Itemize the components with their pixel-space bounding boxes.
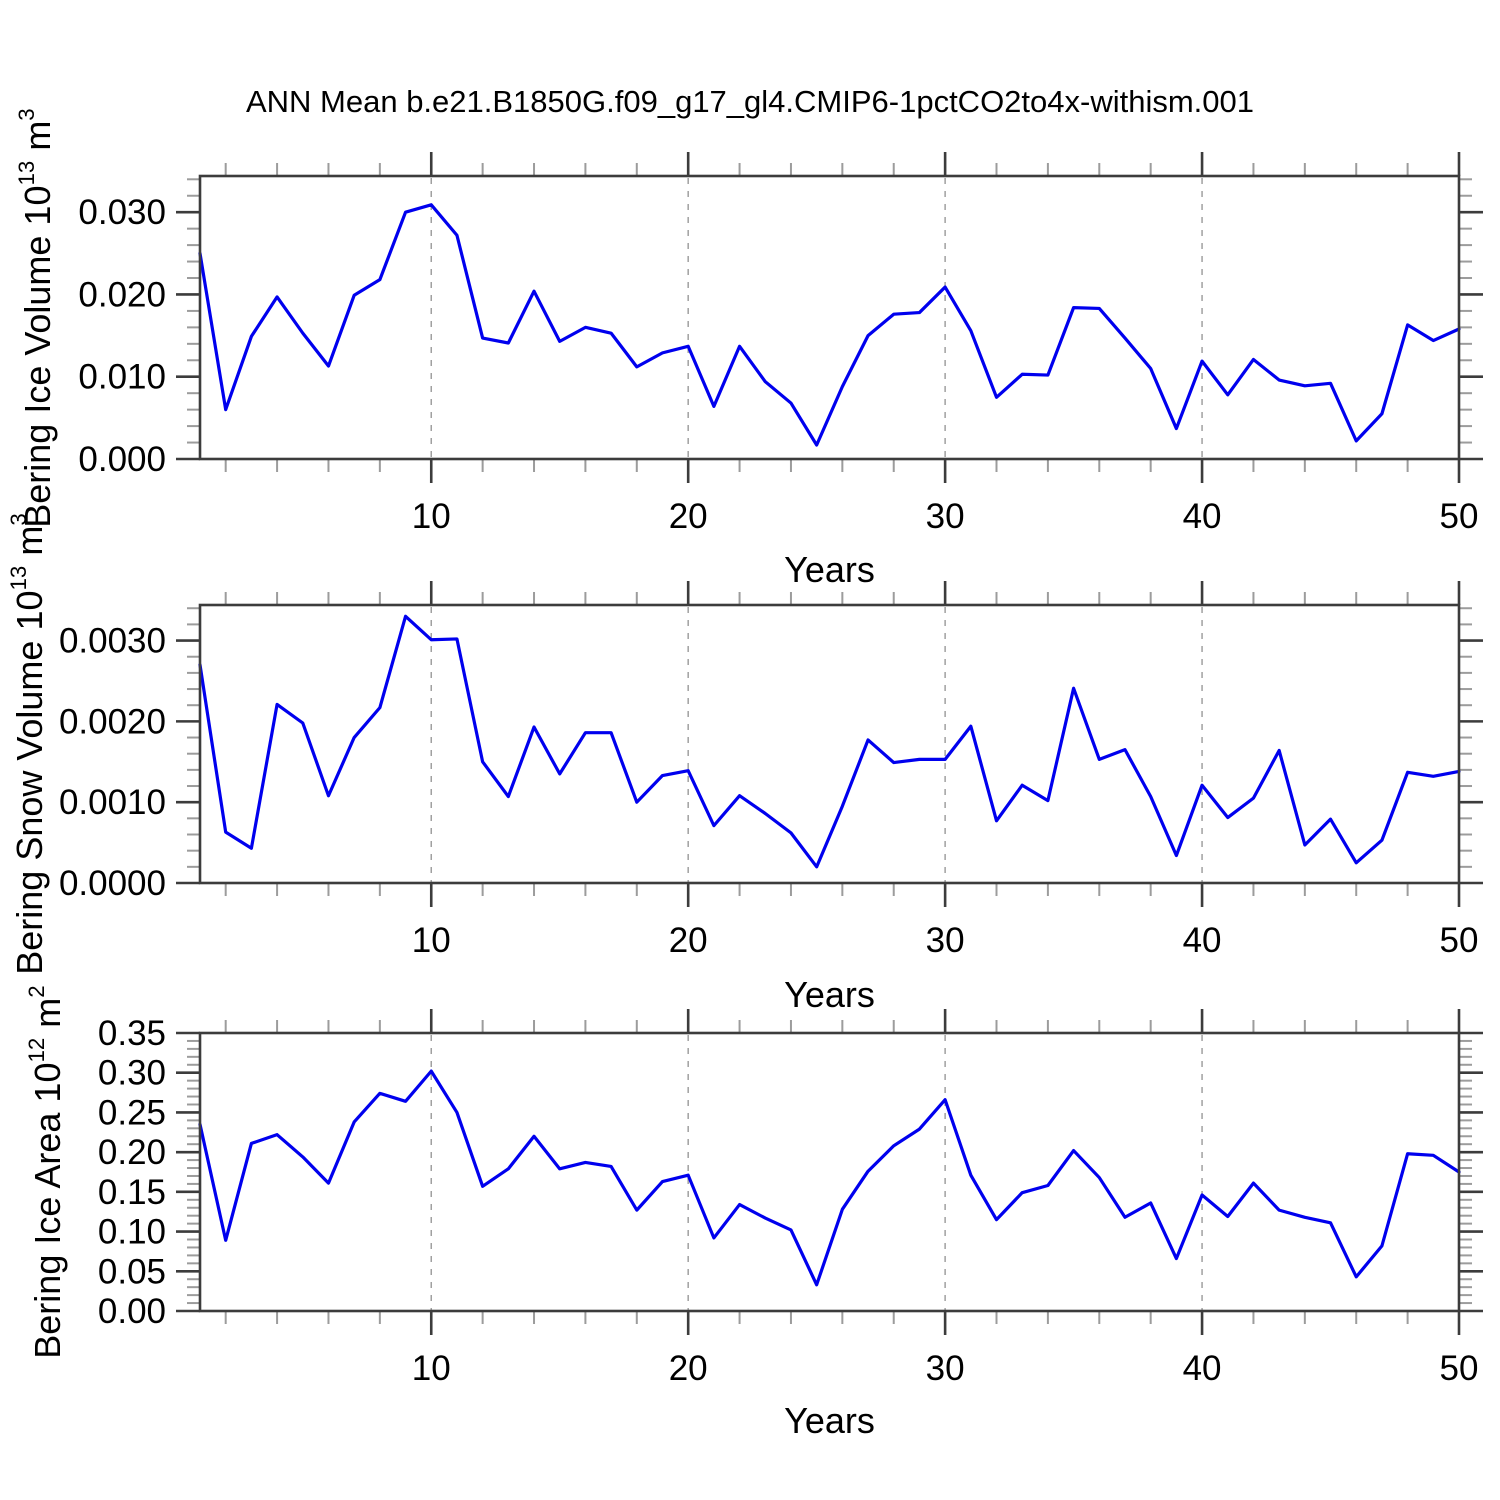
y-tick-label: 0.0030 — [59, 622, 166, 661]
y-axis-label-ice-area: Bering Ice Area 1012 m2 — [23, 985, 69, 1359]
y-tick-label: 0.30 — [98, 1054, 166, 1093]
x-tick-label: 50 — [1440, 1349, 1479, 1388]
y-tick-label: 0.020 — [78, 275, 166, 314]
chart-title: ANN Mean b.e21.B1850G.f09_g17_gl4.CMIP6-… — [245, 84, 1255, 119]
plot-frame — [198, 603, 1461, 885]
x-tick-label: 10 — [412, 1349, 451, 1388]
y-axis-label-unit-exponent: 2 — [23, 985, 49, 998]
y-tick-label: 0.05 — [98, 1252, 166, 1291]
y-tick-label: 0.15 — [98, 1173, 166, 1212]
y-axis-label-exponent: 12 — [23, 1037, 49, 1063]
data-line-bering-ice-area — [198, 1069, 1461, 1287]
x-axis-label-years-panel3: Years — [784, 1400, 875, 1441]
x-tick-label: 30 — [926, 921, 965, 960]
y-axis-label-unit-exponent: 3 — [13, 108, 39, 121]
y-tick-label: 0.25 — [98, 1093, 166, 1132]
x-tick-label: 30 — [926, 497, 965, 536]
x-tick-label: 50 — [1440, 921, 1479, 960]
y-tick-label: 0.00 — [98, 1292, 166, 1331]
x-tick-label: 40 — [1183, 921, 1222, 960]
y-tick-label: 0.35 — [98, 1014, 166, 1053]
y-axis-label-ice-volume: Bering Ice Volume 1013 m3 — [13, 108, 59, 528]
y-axis-label-snow-volume: Bering Snow Volume 1013 m3 — [5, 513, 51, 975]
y-axis-label-exponent: 13 — [13, 160, 39, 186]
x-tick-label: 50 — [1440, 497, 1479, 536]
x-tick-label: 20 — [669, 921, 708, 960]
x-tick-label: 20 — [669, 1349, 708, 1388]
y-axis-label-text: Bering Snow Volume 10 — [9, 590, 50, 975]
y-tick-label: 0.0000 — [59, 864, 166, 903]
y-tick-label: 0.030 — [78, 193, 166, 232]
x-tick-label: 40 — [1183, 1349, 1222, 1388]
plot-frame — [198, 1031, 1461, 1313]
y-tick-label: 0.000 — [78, 440, 166, 479]
data-line-bering-snow-volume — [198, 614, 1461, 869]
y-axis-label-unit: m — [9, 525, 50, 566]
x-axis-label-years-panel1: Years — [784, 549, 875, 590]
y-tick-label: 0.010 — [78, 358, 166, 397]
x-tick-label: 40 — [1183, 497, 1222, 536]
x-tick-label: 20 — [669, 497, 708, 536]
y-axis-label-exponent: 13 — [5, 565, 31, 591]
y-tick-label: 0.0020 — [59, 702, 166, 741]
y-axis-label-text: Bering Ice Volume 10 — [17, 185, 58, 528]
x-tick-label: 30 — [926, 1349, 965, 1388]
y-tick-label: 0.10 — [98, 1213, 166, 1252]
y-tick-label: 0.20 — [98, 1133, 166, 1172]
y-axis-label-unit: m — [17, 120, 58, 161]
plot-frame — [198, 174, 1461, 461]
data-line-bering-ice-volume — [198, 203, 1461, 447]
y-axis-label-unit: m — [27, 997, 68, 1038]
x-axis-label-years-panel2: Years — [784, 974, 875, 1015]
x-tick-label: 10 — [412, 921, 451, 960]
y-axis-label-text: Bering Ice Area 10 — [27, 1062, 68, 1359]
y-axis-label-unit-exponent: 3 — [5, 513, 31, 526]
y-tick-label: 0.0010 — [59, 783, 166, 822]
x-tick-label: 10 — [412, 497, 451, 536]
